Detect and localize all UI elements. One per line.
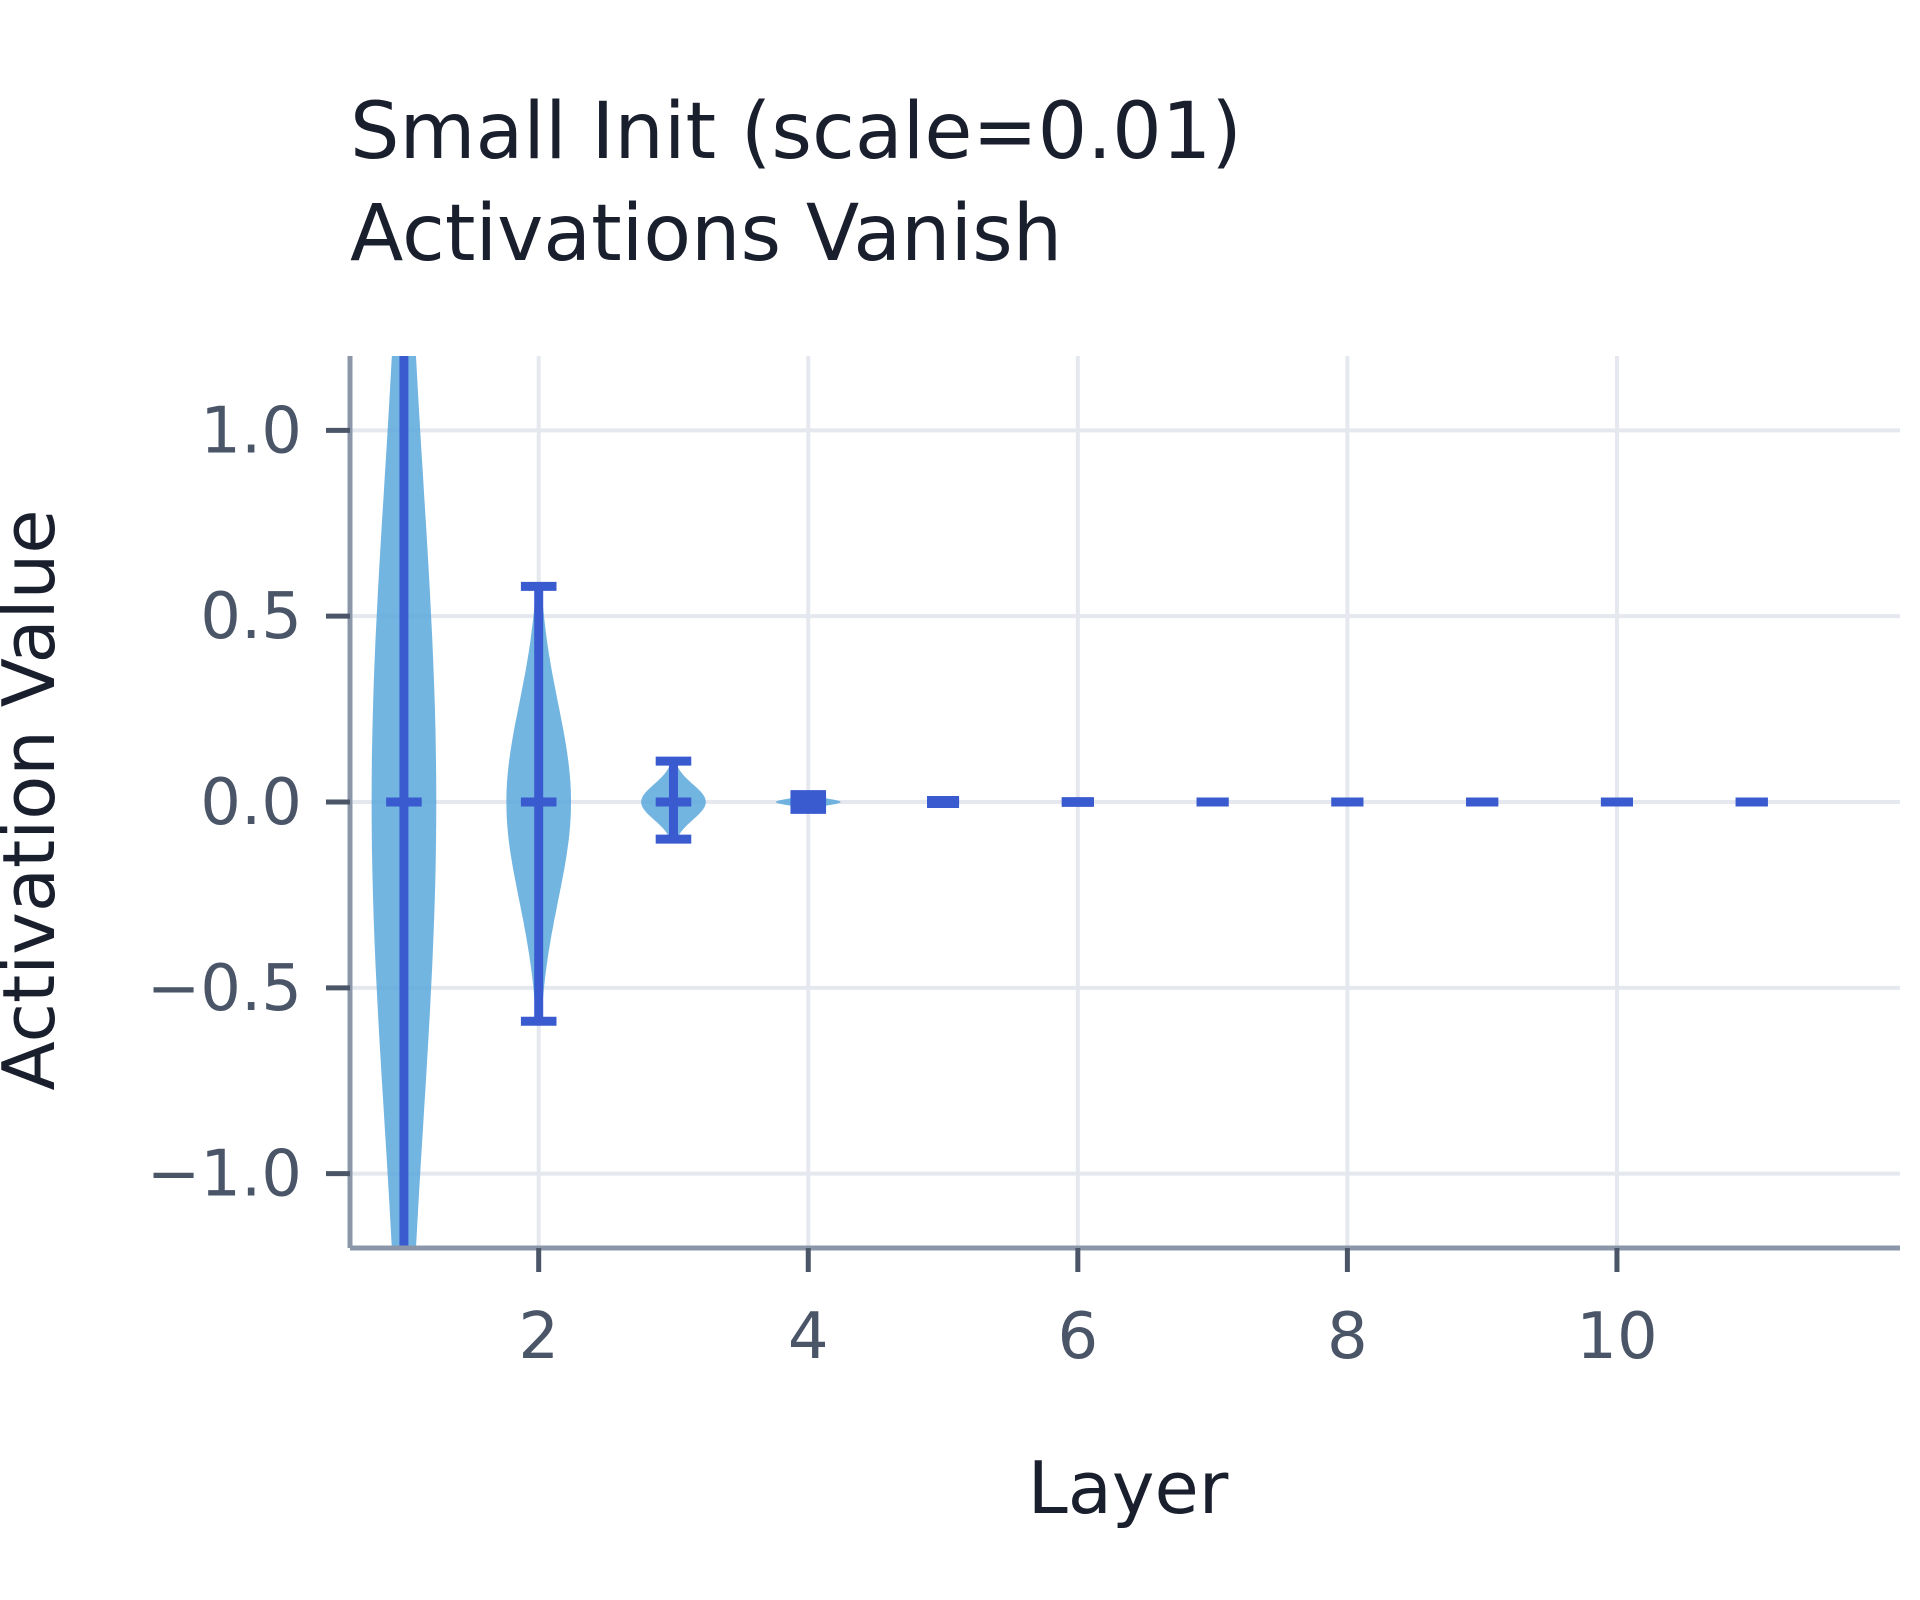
chart-title-line-2: Activations Vanish [350,189,1062,279]
violin-layer-2 [506,581,571,1026]
violin-layer-5 [926,796,960,808]
y-axis-label: Activation Value [0,509,71,1090]
grid [350,356,1900,1248]
x-tick-label-10: 10 [1576,1300,1657,1374]
violin-layer-1 [371,356,437,1248]
x-tick-label-2: 2 [518,1300,559,1374]
y-tick-label-1: 0.5 [200,580,302,654]
violin-layer-4 [775,790,841,814]
x-axis-label: Layer [1028,1446,1229,1530]
x-tick-label-6: 6 [1057,1300,1098,1374]
violins [371,356,1768,1248]
axes: 2 4 6 8 10 1.0 0.5 0.0 −0.5 −1.0 [147,356,1900,1374]
y-tick-label-3: −0.5 [147,952,302,1026]
violin-layer-3 [641,756,706,844]
x-tick-label-4: 4 [788,1300,829,1374]
y-tick-label-4: −1.0 [147,1138,302,1212]
x-tick-label-8: 8 [1327,1300,1368,1374]
chart-title-line-1: Small Init (scale=0.01) [350,87,1242,177]
y-tick-label-2: 0.0 [200,766,302,840]
y-tick-label-0: 1.0 [200,394,302,468]
violin-layer-6 [1061,797,1094,807]
